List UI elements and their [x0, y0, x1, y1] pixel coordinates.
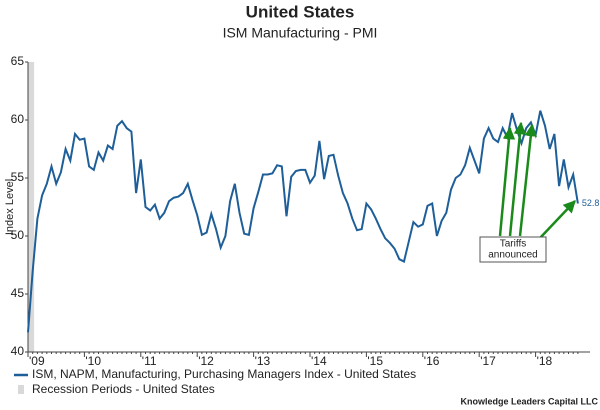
x-tick-label: '12 — [198, 354, 214, 368]
recession-band — [28, 62, 35, 352]
x-tick-label: '14 — [311, 354, 327, 368]
annotation-arrow — [508, 121, 527, 237]
data-label: 52.8 — [582, 198, 600, 208]
chart-subtitle: ISM Manufacturing - PMI — [223, 25, 378, 41]
y-tick-label: 50 — [11, 228, 25, 242]
x-tick-label: '10 — [85, 354, 101, 368]
legend-label: Recession Periods - United States — [32, 382, 215, 396]
annotation-arrow — [498, 126, 516, 237]
data-line — [27, 110, 579, 333]
annotation-arrow — [539, 200, 576, 239]
y-axis-label: Index Level — [4, 179, 16, 235]
annotation-text: Tariffs — [500, 239, 527, 250]
legend-label: ISM, NAPM, Manufacturing, Purchasing Man… — [32, 367, 416, 381]
y-tick-label: 65 — [11, 54, 25, 68]
chart-title: United States — [246, 2, 355, 21]
annotation-text: announced — [488, 250, 538, 261]
x-tick-label: '17 — [480, 354, 496, 368]
source: Knowledge Leaders Capital LLC — [460, 396, 598, 406]
x-tick-label: '18 — [537, 354, 553, 368]
annotation-arrow — [518, 123, 538, 237]
x-tick-label: '09 — [29, 354, 45, 368]
annotation-box — [479, 236, 547, 263]
x-tick-label: '16 — [424, 354, 440, 368]
x-tick-label: '11 — [142, 354, 157, 368]
x-tick-label: '13 — [255, 354, 271, 368]
legend-swatch — [18, 385, 24, 394]
y-tick-label: 40 — [11, 344, 25, 358]
y-tick-label: 55 — [11, 170, 25, 184]
y-tick-label: 45 — [11, 286, 25, 300]
y-tick-label: 60 — [11, 112, 25, 126]
x-tick-label: '15 — [367, 354, 383, 368]
